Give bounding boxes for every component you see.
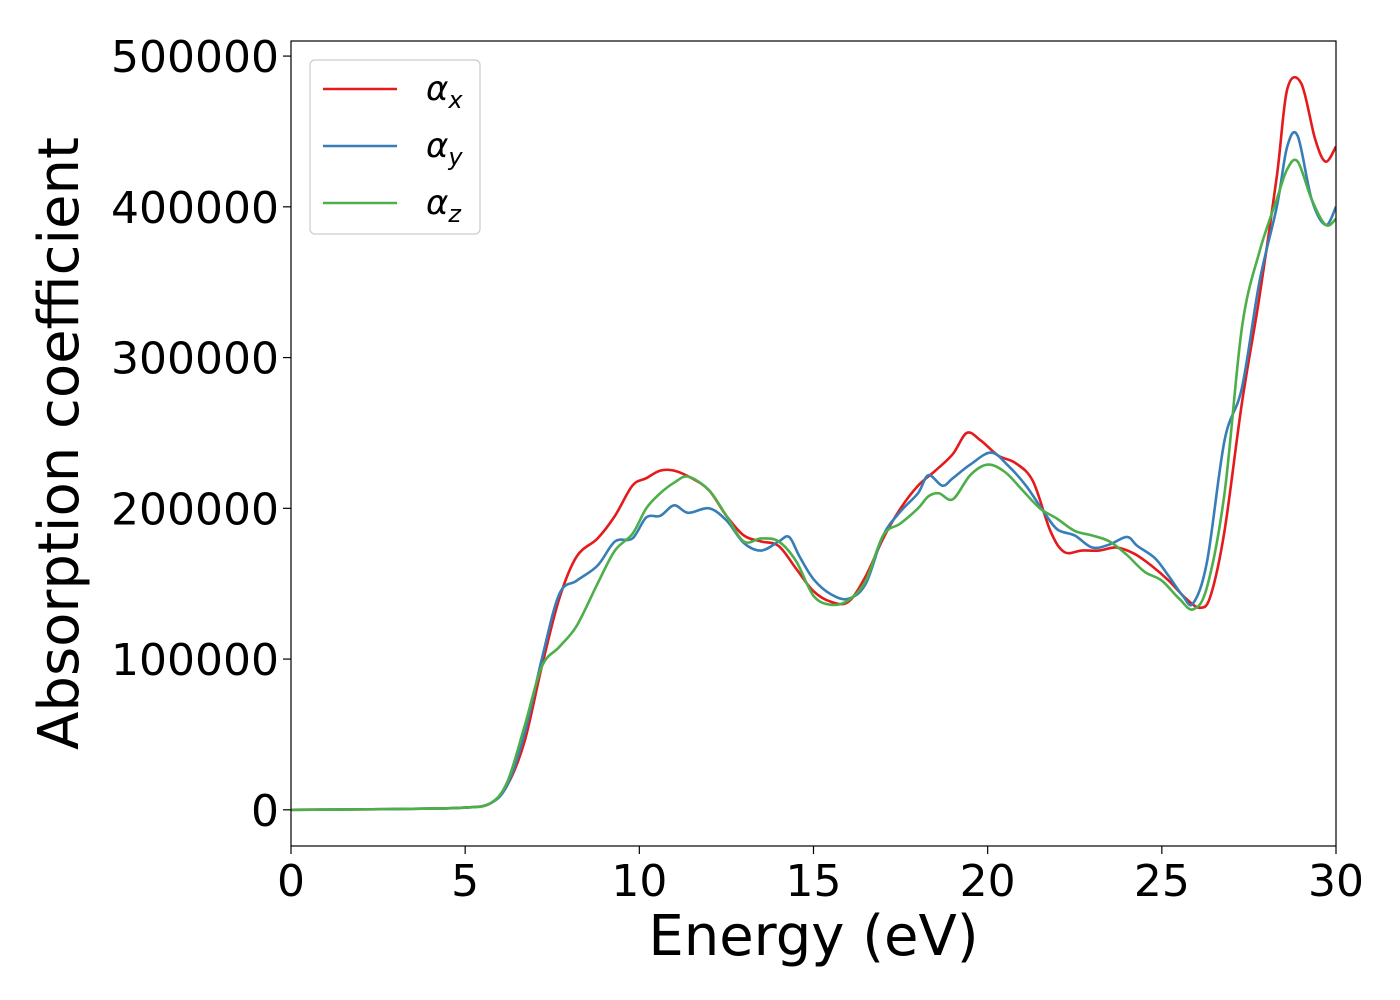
y-tick-label: 500000 [111, 32, 279, 83]
series-layer [291, 75, 1336, 812]
x-tick-label: 15 [786, 856, 842, 907]
x-tick-label: 10 [611, 856, 667, 907]
series-line-y [291, 130, 1336, 812]
series-line-x [291, 75, 1336, 812]
x-tick-label: 5 [451, 856, 479, 907]
y-axis-label: Absorption coefficient [27, 137, 92, 750]
x-tick-label: 30 [1308, 856, 1364, 907]
y-tick-label: 0 [251, 786, 279, 837]
y-tick-label: 300000 [111, 334, 279, 385]
x-tick-label: 25 [1134, 856, 1190, 907]
series-line-z [291, 158, 1336, 812]
y-tick-label: 200000 [111, 484, 279, 535]
x-axis-ticks: 0 5 10 15 20 25 30 [277, 846, 1364, 907]
y-tick-label: 100000 [111, 635, 279, 686]
x-axis-label: Energy (eV) [648, 904, 978, 969]
x-tick-label: 0 [277, 856, 305, 907]
y-tick-label: 400000 [111, 183, 279, 234]
y-axis-ticks: 0 100000 200000 300000 400000 500000 [111, 32, 291, 837]
x-tick-label: 20 [960, 856, 1016, 907]
